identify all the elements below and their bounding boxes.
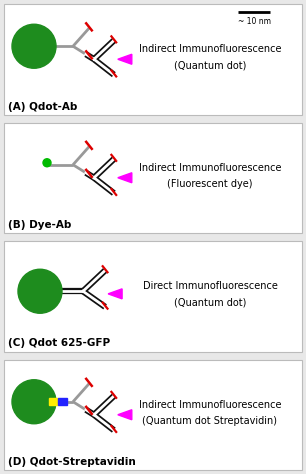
Polygon shape bbox=[118, 410, 132, 420]
Bar bbox=[4, 122, 302, 233]
Text: Indirect Immunofluorescence: Indirect Immunofluorescence bbox=[139, 44, 281, 54]
Text: (Fluorescent dye): (Fluorescent dye) bbox=[167, 179, 253, 189]
Bar bbox=[4, 4, 302, 115]
Circle shape bbox=[18, 269, 62, 313]
Text: (Quantum dot): (Quantum dot) bbox=[174, 60, 246, 70]
Text: Direct Immunofluorescence: Direct Immunofluorescence bbox=[143, 281, 278, 291]
Bar bbox=[4, 359, 302, 470]
Bar bbox=[4, 241, 302, 352]
Text: (C) Qdot 625-GFP: (C) Qdot 625-GFP bbox=[8, 338, 110, 348]
Text: Indirect Immunofluorescence: Indirect Immunofluorescence bbox=[139, 163, 281, 173]
Text: ~ 10 nm: ~ 10 nm bbox=[237, 17, 271, 26]
Text: (B) Dye-Ab: (B) Dye-Ab bbox=[8, 220, 71, 230]
Text: Indirect Immunofluorescence: Indirect Immunofluorescence bbox=[139, 400, 281, 410]
Text: (Quantum dot Streptavidin): (Quantum dot Streptavidin) bbox=[143, 416, 278, 426]
Text: (D) Qdot-Streptavidin: (D) Qdot-Streptavidin bbox=[8, 457, 136, 467]
Polygon shape bbox=[118, 173, 132, 183]
Circle shape bbox=[43, 159, 51, 167]
Polygon shape bbox=[118, 54, 132, 64]
Text: (Quantum dot): (Quantum dot) bbox=[174, 297, 246, 307]
Circle shape bbox=[12, 24, 56, 68]
Circle shape bbox=[12, 380, 56, 424]
Text: (A) Qdot-Ab: (A) Qdot-Ab bbox=[8, 101, 77, 111]
Bar bbox=[58, 398, 67, 405]
Bar bbox=[49, 398, 58, 405]
Polygon shape bbox=[108, 289, 122, 299]
